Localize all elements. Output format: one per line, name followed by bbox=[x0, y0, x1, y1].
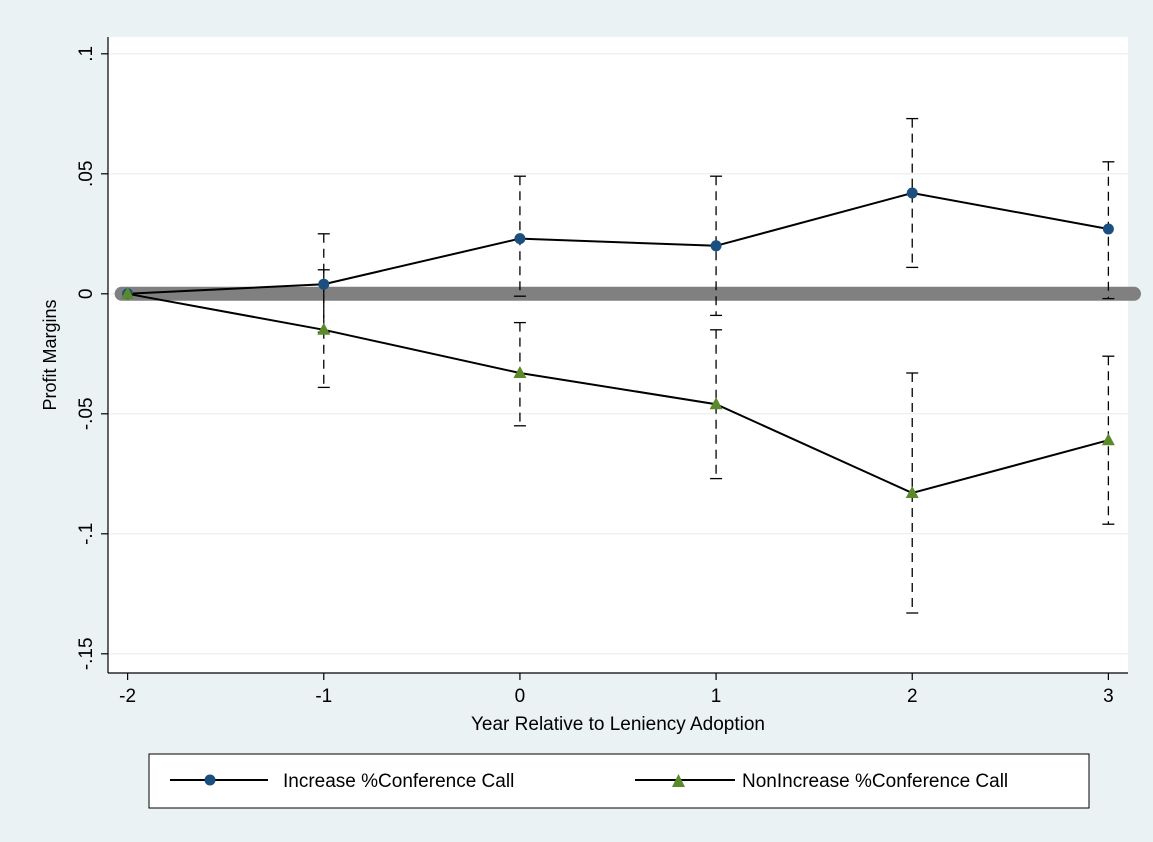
y-axis-label: Profit Margins bbox=[40, 299, 60, 410]
series-layer bbox=[121, 187, 1115, 498]
y-tick-label: 0 bbox=[76, 289, 97, 300]
x-tick-label: 1 bbox=[711, 686, 722, 707]
data-point-series-0 bbox=[1102, 223, 1114, 235]
axis-layer: -.15 -.1 -.05 0 .05 .1 -2 -1 0 1 2 3 bbox=[76, 37, 1128, 707]
x-tick-label: -2 bbox=[119, 686, 136, 707]
data-point-series-0 bbox=[710, 240, 722, 252]
x-tick-label: 0 bbox=[515, 686, 526, 707]
y-tick-label: .1 bbox=[76, 46, 97, 62]
data-point-series-0 bbox=[514, 233, 526, 245]
series-line-0 bbox=[127, 191, 1109, 295]
data-point-series-0 bbox=[318, 278, 330, 290]
data-point-series-1 bbox=[905, 486, 919, 498]
legend-box bbox=[148, 753, 1090, 809]
x-tick-label: -1 bbox=[315, 686, 332, 707]
y-tick-label: -.05 bbox=[76, 397, 97, 430]
x-tick-label: 2 bbox=[907, 686, 918, 707]
y-tick-label: .05 bbox=[76, 161, 97, 187]
data-point-series-0 bbox=[906, 187, 918, 199]
data-point-series-1 bbox=[317, 322, 331, 335]
series-line-1 bbox=[127, 292, 1109, 495]
legend-label-increase: Increase %Conference Call bbox=[283, 771, 514, 792]
legend-marker-increase bbox=[204, 774, 216, 786]
plot-area bbox=[108, 37, 1128, 673]
legend-label-nonincrease: NonIncrease %Conference Call bbox=[742, 771, 1008, 792]
data-point-series-1 bbox=[513, 366, 527, 378]
legend: Increase %Conference Call NonIncrease %C… bbox=[148, 753, 1090, 809]
legend-marker-nonincrease bbox=[672, 774, 685, 787]
y-tick-label: -.1 bbox=[76, 523, 97, 545]
data-point-series-1 bbox=[121, 286, 135, 299]
data-point-series-1 bbox=[1101, 433, 1115, 446]
x-tick-label: 3 bbox=[1103, 686, 1114, 707]
data-point-series-1 bbox=[709, 397, 723, 410]
y-tick-label: -.15 bbox=[76, 637, 97, 670]
x-axis-label: Year Relative to Leniency Adoption bbox=[471, 714, 765, 735]
